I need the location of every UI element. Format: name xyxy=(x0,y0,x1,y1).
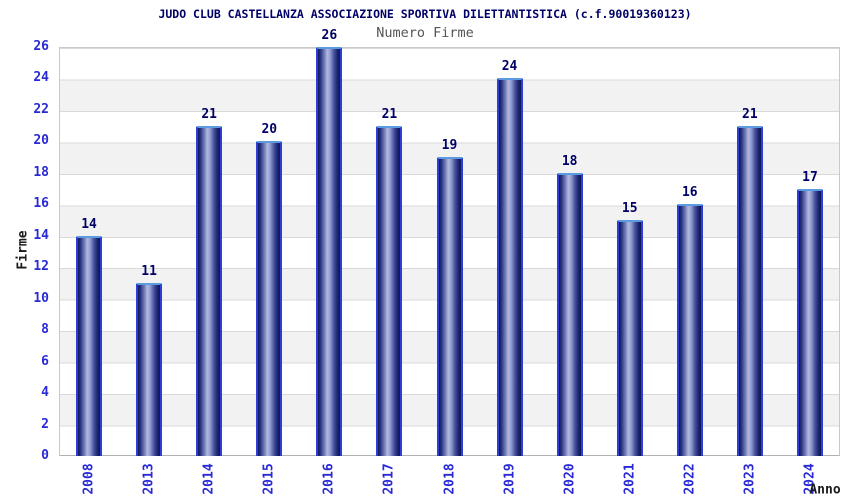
y-tick-label: 4 xyxy=(41,385,49,401)
chart-subtitle: Numero Firme xyxy=(376,25,474,41)
bar-value-label: 21 xyxy=(742,106,758,122)
x-tick-label: 2017 xyxy=(381,463,397,495)
x-tick-label: 2016 xyxy=(321,463,337,495)
y-tick-label: 16 xyxy=(33,196,49,212)
bar-value-label: 14 xyxy=(81,216,97,232)
bar-value-label: 15 xyxy=(621,201,638,217)
bar-value-label: 17 xyxy=(802,169,818,185)
bar-2015 xyxy=(256,141,283,456)
bar-value-label: 18 xyxy=(561,153,578,169)
y-tick-label: 14 xyxy=(33,227,49,243)
bar-2023 xyxy=(736,125,763,456)
y-tick-label: 6 xyxy=(41,353,49,369)
x-tick-label: 2019 xyxy=(502,463,518,495)
bar-2021 xyxy=(616,220,643,456)
bar-2013 xyxy=(136,282,163,456)
x-tick-label: 2020 xyxy=(562,463,578,495)
bar-2014 xyxy=(196,125,223,456)
y-tick-label: 26 xyxy=(33,39,49,54)
x-axis-title: Anno xyxy=(809,482,841,498)
bar-value-label: 24 xyxy=(501,59,518,75)
bar-2020 xyxy=(556,172,583,456)
x-tick-label: 2014 xyxy=(201,463,217,495)
bar-value-label: 21 xyxy=(201,106,218,122)
y-axis-title: Firme xyxy=(15,230,31,270)
bar-2022 xyxy=(676,204,703,456)
x-tick-label: 2023 xyxy=(742,463,758,495)
y-tick-label: 18 xyxy=(33,164,49,180)
x-tick-label: 2018 xyxy=(442,463,457,495)
x-tick-label: 2008 xyxy=(81,463,97,495)
bar-value-label: 21 xyxy=(381,106,398,122)
y-tick-label: 22 xyxy=(33,101,49,117)
y-tick-label: 2 xyxy=(41,416,49,432)
bar-value-label: 26 xyxy=(321,28,338,43)
bar-2017 xyxy=(376,125,403,456)
bar-value-label: 20 xyxy=(261,122,278,138)
y-tick-label: 24 xyxy=(33,70,49,86)
bar-2018 xyxy=(436,157,463,456)
y-tick-label: 12 xyxy=(33,259,49,275)
y-tick-label: 20 xyxy=(33,133,49,149)
y-tick-label: 10 xyxy=(33,290,49,306)
bar-value-label: 16 xyxy=(681,185,698,201)
y-tick-label: 8 xyxy=(41,322,49,338)
bar-2019 xyxy=(496,78,523,456)
bar-value-label: 19 xyxy=(441,138,458,154)
x-tick-label: 2013 xyxy=(141,463,157,495)
bar-value-label: 11 xyxy=(141,263,157,279)
bar-2024 xyxy=(796,188,823,456)
bar-2008 xyxy=(76,235,103,456)
x-tick-label: 2015 xyxy=(261,463,277,495)
x-tick-label: 2021 xyxy=(622,463,638,495)
y-tick-label: 0 xyxy=(41,448,49,463)
chart-title: JUDO CLUB CASTELLANZA ASSOCIAZIONE SPORT… xyxy=(158,7,692,21)
x-tick-label: 2022 xyxy=(682,463,698,495)
bar-2016 xyxy=(316,47,343,456)
